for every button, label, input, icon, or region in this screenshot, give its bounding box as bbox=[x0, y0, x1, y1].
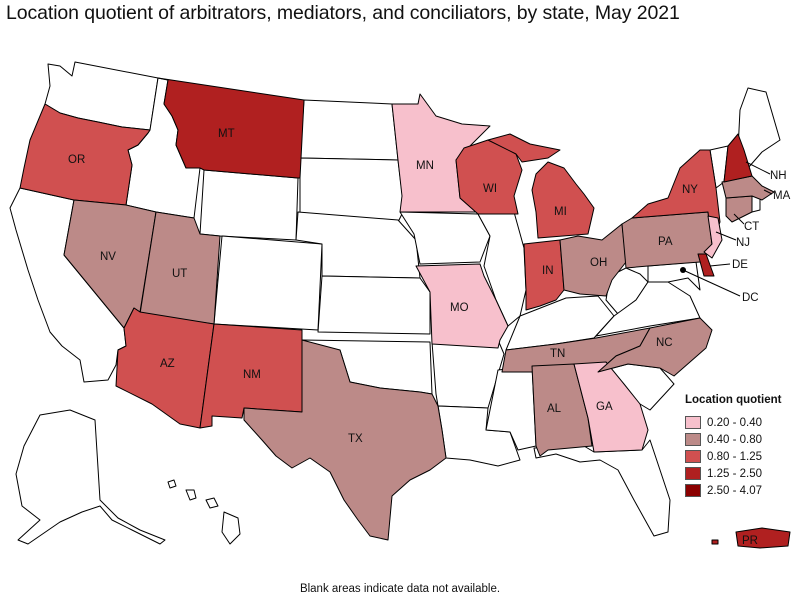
state-WY[interactable] bbox=[199, 169, 299, 241]
label-AZ: AZ bbox=[160, 358, 175, 370]
state-HI[interactable] bbox=[167, 479, 241, 545]
legend-title: Location quotient bbox=[685, 394, 782, 406]
label-PR: PR bbox=[742, 535, 758, 547]
legend-swatch bbox=[685, 416, 701, 429]
legend-label: 0.20 - 0.40 bbox=[707, 416, 762, 429]
legend-label: 1.25 - 2.50 bbox=[707, 467, 762, 480]
legend-label: 2.50 - 4.07 bbox=[707, 484, 762, 497]
state-TX[interactable] bbox=[243, 339, 447, 541]
state-MA[interactable] bbox=[721, 175, 775, 201]
state-AK[interactable] bbox=[15, 409, 166, 545]
legend-swatch bbox=[685, 484, 701, 497]
state-NC[interactable] bbox=[597, 317, 713, 377]
state-MO[interactable] bbox=[415, 263, 509, 349]
legend-swatch bbox=[685, 433, 701, 446]
label-MT: MT bbox=[218, 128, 235, 140]
legend-item: 1.25 - 2.50 bbox=[685, 465, 797, 482]
label-TX: TX bbox=[348, 433, 363, 445]
label-NV: NV bbox=[100, 251, 116, 263]
label-MN: MN bbox=[416, 160, 434, 172]
state-labels: OR MT NV UT AZ NM TX MN WI MI IN OH MO T… bbox=[68, 128, 791, 547]
legend-label: 0.80 - 1.25 bbox=[707, 450, 762, 463]
legend-item: 2.50 - 4.07 bbox=[685, 482, 797, 499]
colored-states bbox=[19, 77, 791, 549]
label-IN: IN bbox=[542, 265, 554, 277]
footnote: Blank areas indicate data not available. bbox=[299, 583, 501, 595]
state-MT[interactable] bbox=[157, 77, 305, 179]
state-NJ[interactable] bbox=[703, 215, 723, 259]
state-KS[interactable] bbox=[317, 275, 431, 335]
label-GA: GA bbox=[596, 401, 613, 413]
legend: Location quotient 0.20 - 0.40 0.40 - 0.8… bbox=[685, 394, 797, 499]
legend-label: 0.40 - 0.80 bbox=[707, 433, 762, 446]
label-OH: OH bbox=[590, 257, 607, 269]
state-IL[interactable] bbox=[477, 211, 527, 327]
state-SD[interactable] bbox=[299, 157, 405, 223]
state-PR-islet bbox=[711, 539, 719, 545]
state-DE[interactable] bbox=[697, 253, 715, 277]
label-DE: DE bbox=[732, 259, 748, 271]
label-MO: MO bbox=[450, 302, 469, 314]
leader-lines bbox=[682, 161, 773, 297]
state-ND[interactable] bbox=[299, 99, 399, 161]
state-FL[interactable] bbox=[533, 439, 671, 537]
legend-item: 0.20 - 0.40 bbox=[685, 414, 797, 431]
label-NC: NC bbox=[656, 337, 673, 349]
label-CT: CT bbox=[744, 221, 759, 233]
label-UT: UT bbox=[172, 268, 187, 280]
legend-item: 0.40 - 0.80 bbox=[685, 431, 797, 448]
label-NM: NM bbox=[243, 369, 261, 381]
state-OH[interactable] bbox=[559, 223, 627, 297]
state-PR[interactable] bbox=[735, 527, 791, 549]
label-PA: PA bbox=[658, 236, 673, 248]
state-WI[interactable] bbox=[455, 139, 523, 215]
legend-swatch bbox=[685, 467, 701, 480]
label-NJ: NJ bbox=[736, 237, 750, 249]
label-AL: AL bbox=[547, 403, 562, 415]
map-title: Location quotient of arbitrators, mediat… bbox=[6, 2, 680, 24]
blank-states bbox=[9, 61, 781, 545]
legend-swatch bbox=[685, 450, 701, 463]
state-MI[interactable] bbox=[487, 133, 595, 239]
state-OR[interactable] bbox=[19, 103, 151, 206]
label-WI: WI bbox=[483, 183, 497, 195]
label-NY: NY bbox=[682, 184, 698, 196]
label-DC: DC bbox=[742, 292, 759, 304]
label-MI: MI bbox=[554, 206, 567, 218]
label-NH: NH bbox=[770, 170, 787, 182]
state-CO[interactable] bbox=[213, 235, 323, 331]
label-TN: TN bbox=[550, 348, 565, 360]
legend-item: 0.80 - 1.25 bbox=[685, 448, 797, 465]
state-CT[interactable] bbox=[725, 195, 753, 223]
state-GA[interactable] bbox=[573, 361, 649, 453]
label-MA: MA bbox=[773, 190, 791, 202]
label-OR: OR bbox=[68, 154, 85, 166]
